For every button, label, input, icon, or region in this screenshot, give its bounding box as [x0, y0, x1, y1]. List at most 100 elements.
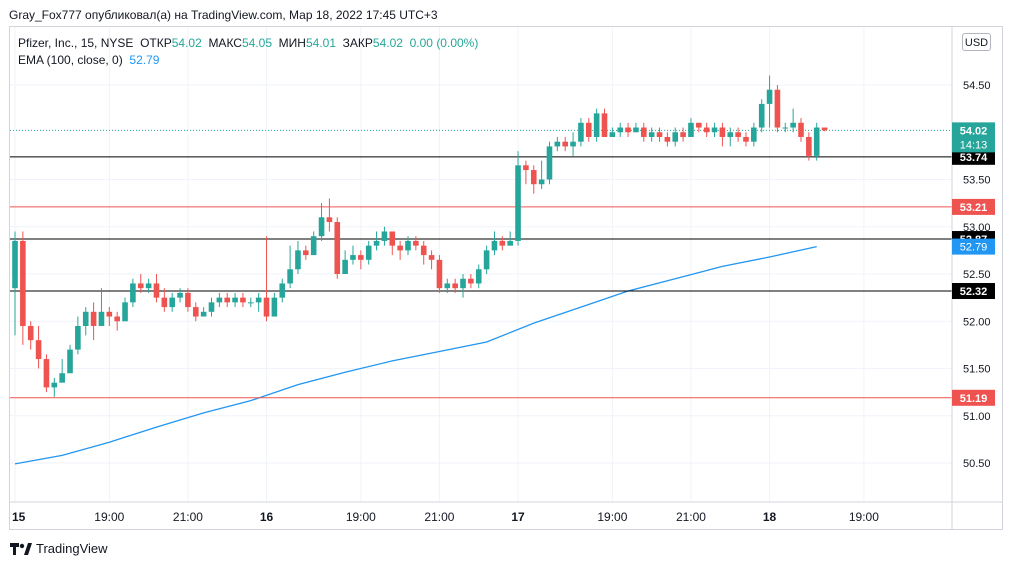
- candle-body: [137, 283, 144, 289]
- candle-body: [688, 122, 694, 137]
- candle: [664, 132, 671, 147]
- candle: [106, 307, 113, 326]
- horizontal-lines: [10, 129, 952, 399]
- candle: [145, 278, 152, 293]
- candle: [59, 359, 65, 383]
- candle-body: [224, 297, 231, 303]
- candle: [625, 122, 631, 137]
- candle-body: [743, 136, 749, 142]
- candle: [452, 278, 458, 293]
- time-tick-label: 15: [12, 510, 26, 524]
- candle-body: [145, 283, 152, 289]
- candle: [507, 231, 513, 246]
- brand-label: TradingView: [36, 541, 108, 556]
- symbol-name[interactable]: Pfizer, Inc., 15, NYSE: [18, 36, 134, 50]
- ema-line: [14, 245, 817, 465]
- ema-label-bg: [952, 238, 995, 255]
- candle: [271, 292, 278, 317]
- candle-body: [373, 240, 380, 246]
- candle: [20, 231, 26, 345]
- candle: [554, 136, 561, 152]
- candle-body: [578, 122, 584, 142]
- candle-body: [20, 240, 26, 326]
- candle: [365, 240, 372, 265]
- candle-body: [664, 136, 671, 142]
- time-tick-label: 21:00: [676, 510, 706, 524]
- low-value: 54.01: [305, 36, 336, 50]
- candle-body: [523, 165, 529, 171]
- candle: [648, 127, 655, 142]
- candle-body: [798, 122, 804, 137]
- candle: [735, 127, 741, 142]
- candle: [373, 231, 380, 251]
- chart-grid: [10, 27, 952, 502]
- candle: [656, 127, 663, 142]
- candle-body: [821, 127, 828, 131]
- candle: [185, 288, 191, 312]
- candle-body: [185, 292, 191, 308]
- candle-body: [51, 382, 58, 388]
- legend-ema-row: EMA (100, close, 0) 52.79: [18, 52, 478, 69]
- level-label-bg: [952, 198, 995, 215]
- candle: [295, 240, 301, 274]
- price-tick-label: 51.50: [963, 364, 991, 376]
- level-label: 53.21: [960, 202, 988, 214]
- ema-label[interactable]: EMA (100, close, 0): [18, 53, 123, 67]
- candle-body: [240, 297, 246, 303]
- high-value: 54.05: [241, 36, 272, 50]
- candle: [774, 85, 781, 133]
- candle-body: [232, 297, 238, 303]
- candle: [12, 231, 18, 336]
- candle: [672, 127, 679, 147]
- candle: [483, 245, 490, 274]
- candle: [169, 292, 175, 312]
- candle-body: [255, 297, 262, 303]
- candle-body: [617, 127, 624, 133]
- current-price-label: 54.02: [960, 125, 988, 137]
- candle-body: [719, 127, 726, 137]
- low-label: МИН: [278, 36, 306, 50]
- close-value: 54.02: [372, 36, 403, 50]
- candle-body: [334, 222, 341, 274]
- candle-body: [279, 283, 286, 298]
- candle: [688, 118, 694, 137]
- level-label-bg: [952, 148, 995, 165]
- currency-button[interactable]: USD: [962, 33, 991, 51]
- candle-body: [27, 325, 34, 341]
- candle: [75, 316, 81, 355]
- open-label: ОТКР: [140, 36, 172, 50]
- price-tick-label: 52.00: [963, 316, 991, 328]
- candle: [515, 151, 521, 246]
- time-tick-label: 19:00: [849, 510, 879, 524]
- candle: [821, 127, 828, 132]
- candle-body: [774, 89, 781, 128]
- candle-body: [766, 89, 773, 104]
- candle: [405, 236, 411, 256]
- candle: [397, 240, 403, 260]
- candle: [538, 160, 545, 189]
- candle-body: [67, 349, 73, 374]
- candle-body: [727, 132, 734, 137]
- chart-frame[interactable]: [9, 26, 1003, 530]
- candle: [601, 108, 608, 137]
- ema-series-line: [14, 245, 817, 465]
- candle: [130, 278, 136, 308]
- candle-body: [428, 255, 435, 260]
- candle: [703, 122, 710, 137]
- price-tick-label: 50.50: [963, 458, 991, 470]
- tradingview-brand[interactable]: TradingView: [10, 541, 108, 556]
- candle: [711, 122, 718, 137]
- high-label: МАКС: [208, 36, 242, 50]
- candle: [208, 297, 215, 317]
- candle: [255, 292, 262, 312]
- candle-body: [806, 136, 812, 156]
- time-tick-label: 18: [763, 510, 777, 524]
- candle-body: [609, 132, 616, 137]
- candle-body: [648, 132, 655, 137]
- candle-body: [530, 170, 537, 185]
- candle-body: [12, 240, 18, 289]
- candle-body: [303, 250, 309, 256]
- legend-symbol-row: Pfizer, Inc., 15, NYSE ОТКР54.02 МАКС54.…: [18, 35, 478, 52]
- tradingview-logo-icon: [10, 542, 32, 555]
